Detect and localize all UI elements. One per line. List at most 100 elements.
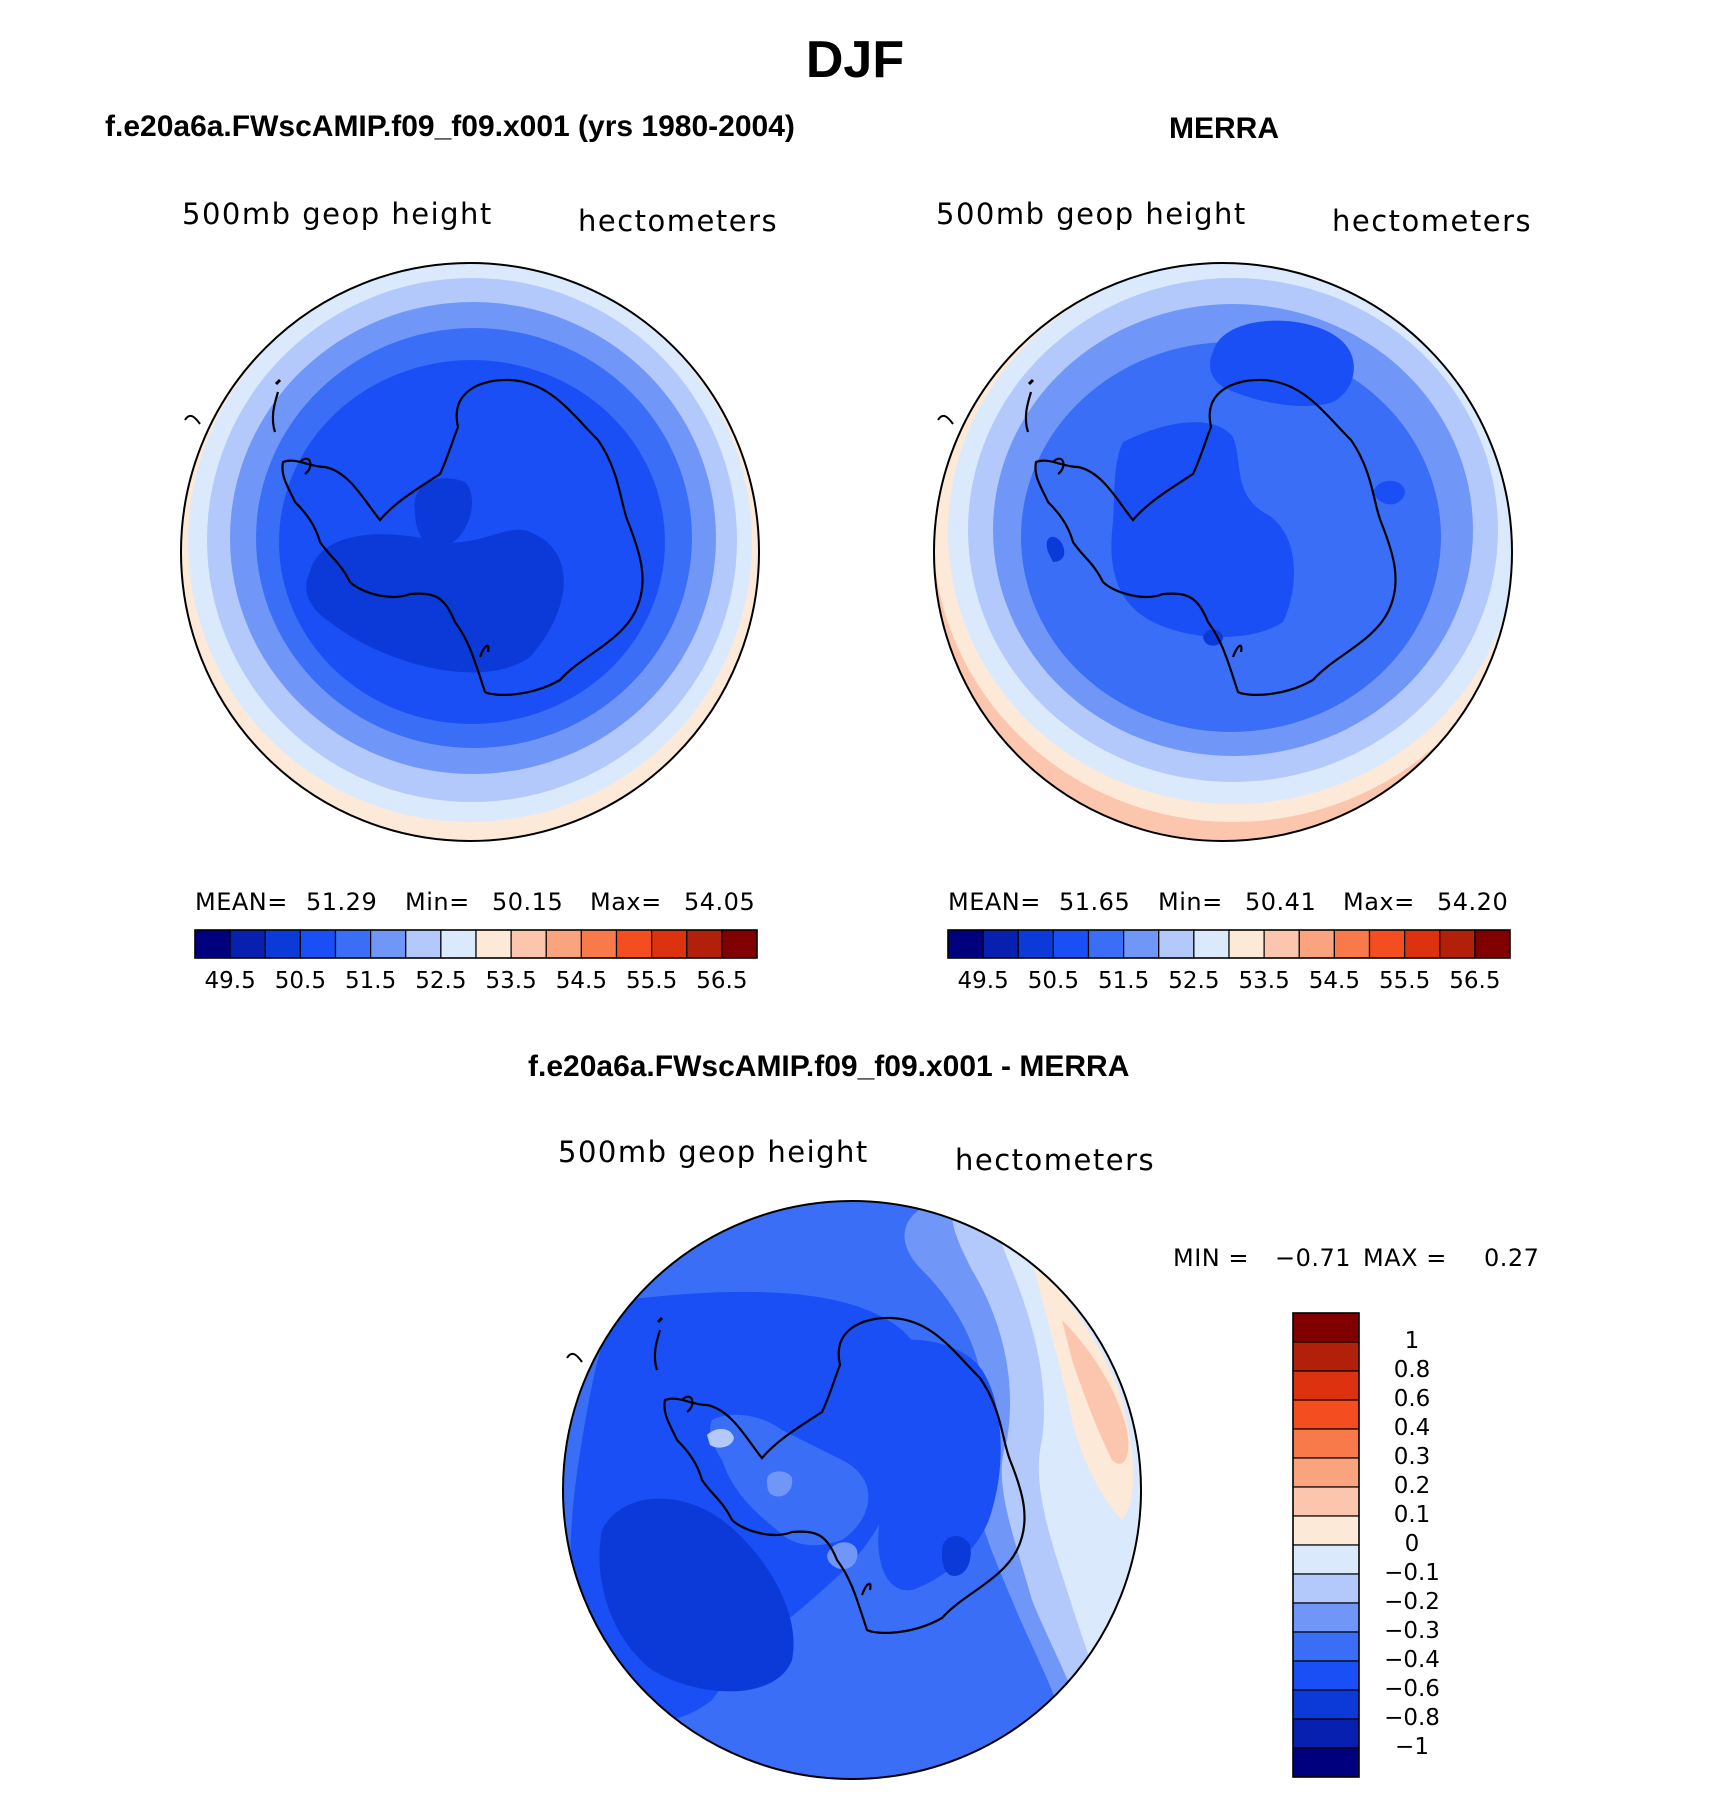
colorbar-swatch — [1292, 1544, 1360, 1575]
colorbar-outline — [947, 929, 1511, 959]
colorbar-tick-label: 0.2 — [1393, 1473, 1431, 1499]
colorbar-tick-label: −0.6 — [1384, 1676, 1440, 1702]
panel-model-map — [180, 262, 760, 842]
colorbar-tick-label: −0.3 — [1384, 1618, 1440, 1644]
colorbar-tick-label: 55.5 — [626, 968, 678, 994]
colorbar-swatch — [405, 929, 442, 959]
panel-obs-colorbar — [947, 929, 1511, 959]
panel-diff-max-label: MAX = — [1363, 1244, 1447, 1272]
colorbar-tick-label: 51.5 — [345, 968, 397, 994]
panel-model-max-value: 54.05 — [684, 888, 756, 916]
colorbar-swatch — [1052, 929, 1090, 959]
panel-diff-min-label: MIN = — [1173, 1244, 1249, 1272]
panel-obs-min-value: 50.41 — [1245, 888, 1317, 916]
panel-model-max-label: Max= — [590, 888, 662, 916]
colorbar-tick-label: −0.8 — [1384, 1705, 1440, 1731]
panel-diff-units-label: hectometers — [955, 1143, 1156, 1177]
panel-obs-variable-label: 500mb geop height — [936, 197, 1247, 231]
colorbar-tick-label: 1 — [1404, 1328, 1420, 1354]
panel-model-title: f.e20a6a.FWscAMIP.f09_f09.x001 (yrs 1980… — [105, 110, 795, 143]
colorbar-swatch — [1193, 929, 1230, 959]
colorbar-tick-label: 0.8 — [1393, 1357, 1431, 1383]
colorbar-swatch — [1404, 929, 1441, 959]
colorbar-swatch — [475, 929, 512, 959]
panel-obs-units-label: hectometers — [1332, 204, 1533, 238]
panel-obs-max-value: 54.20 — [1437, 888, 1509, 916]
colorbar-tick-label: 0.1 — [1393, 1502, 1431, 1528]
colorbar-tick-label: 55.5 — [1379, 968, 1431, 994]
colorbar-outline — [194, 929, 758, 959]
colorbar-tick-label: 52.5 — [415, 968, 467, 994]
colorbar-tick-label: 54.5 — [1308, 968, 1360, 994]
colorbar-swatch — [440, 929, 477, 959]
colorbar-swatch — [194, 929, 231, 959]
colorbar-swatch — [1292, 1457, 1360, 1488]
colorbar-swatch — [1292, 1370, 1360, 1401]
colorbar-tick-label: 50.5 — [1027, 968, 1079, 994]
panel-obs-mean-label: MEAN= — [948, 888, 1041, 916]
colorbar-tick-label: 56.5 — [696, 968, 748, 994]
colorbar-swatch — [1087, 929, 1125, 959]
colorbar-swatch — [1292, 1399, 1360, 1430]
panel-model-variable-label: 500mb geop height — [182, 197, 493, 231]
colorbar-outline — [1292, 1312, 1360, 1778]
colorbar-tick-label: 51.5 — [1098, 968, 1150, 994]
colorbar-swatch — [1228, 929, 1265, 959]
panel-obs-map — [933, 262, 1513, 842]
panel-model-mean-label: MEAN= — [195, 888, 288, 916]
colorbar-swatch — [615, 929, 653, 959]
colorbar-tick-label: 54.5 — [555, 968, 607, 994]
colorbar-tick-label: 0.3 — [1393, 1444, 1431, 1470]
panel-diff-max-value: 0.27 — [1484, 1244, 1540, 1272]
colorbar-swatch — [1292, 1341, 1360, 1372]
colorbar-swatch — [1292, 1428, 1360, 1459]
panel-diff-colorbar — [1292, 1312, 1360, 1778]
colorbar-swatch — [1292, 1515, 1360, 1546]
colorbar-tick-label: −0.2 — [1384, 1589, 1440, 1615]
panel-obs-title: MERRA — [1169, 112, 1279, 145]
colorbar-swatch — [229, 929, 266, 959]
colorbar-tick-label: 49.5 — [204, 968, 256, 994]
colorbar-tick-label: 56.5 — [1449, 968, 1501, 994]
panel-diff-min-value: −0.71 — [1275, 1244, 1352, 1272]
colorbar-tick-label: 52.5 — [1168, 968, 1220, 994]
colorbar-swatch — [1292, 1689, 1360, 1720]
panel-diff-map — [562, 1200, 1142, 1780]
panel-obs-min-label: Min= — [1158, 888, 1223, 916]
colorbar-swatch — [651, 929, 688, 959]
colorbar-tick-label: −0.1 — [1384, 1560, 1440, 1586]
colorbar-swatch — [545, 929, 582, 959]
colorbar-swatch — [721, 929, 758, 959]
panel-model-min-value: 50.15 — [492, 888, 564, 916]
colorbar-tick-label: 0 — [1404, 1531, 1420, 1557]
colorbar-swatch — [1474, 929, 1511, 959]
colorbar-swatch — [299, 929, 337, 959]
panel-model-min-label: Min= — [405, 888, 470, 916]
colorbar-swatch — [1292, 1602, 1360, 1633]
colorbar-swatch — [334, 929, 372, 959]
colorbar-swatch — [1263, 929, 1300, 959]
panel-diff-title: f.e20a6a.FWscAMIP.f09_f09.x001 - MERRA — [528, 1050, 1130, 1083]
colorbar-swatch — [1292, 1718, 1360, 1749]
colorbar-tick-label: 49.5 — [957, 968, 1009, 994]
colorbar-swatch — [1292, 1486, 1360, 1517]
colorbar-swatch — [686, 929, 723, 959]
panel-obs-mean-value: 51.65 — [1059, 888, 1131, 916]
figure-title: DJF — [805, 31, 905, 89]
colorbar-swatch — [1292, 1660, 1360, 1691]
panel-diff-variable-label: 500mb geop height — [558, 1135, 869, 1169]
panel-model-units-label: hectometers — [578, 204, 779, 238]
colorbar-tick-label: −1 — [1395, 1734, 1429, 1760]
panel-model-colorbar — [194, 929, 758, 959]
colorbar-tick-label: 50.5 — [274, 968, 326, 994]
panel-obs-max-label: Max= — [1343, 888, 1415, 916]
colorbar-swatch — [1292, 1573, 1360, 1604]
colorbar-swatch — [947, 929, 984, 959]
colorbar-swatch — [1333, 929, 1371, 959]
colorbar-swatch — [1158, 929, 1195, 959]
panel-model-mean-value: 51.29 — [306, 888, 378, 916]
colorbar-swatch — [1292, 1747, 1360, 1778]
colorbar-tick-label: 0.6 — [1393, 1386, 1431, 1412]
colorbar-swatch — [510, 929, 547, 959]
colorbar-tick-label: 53.5 — [1238, 968, 1290, 994]
